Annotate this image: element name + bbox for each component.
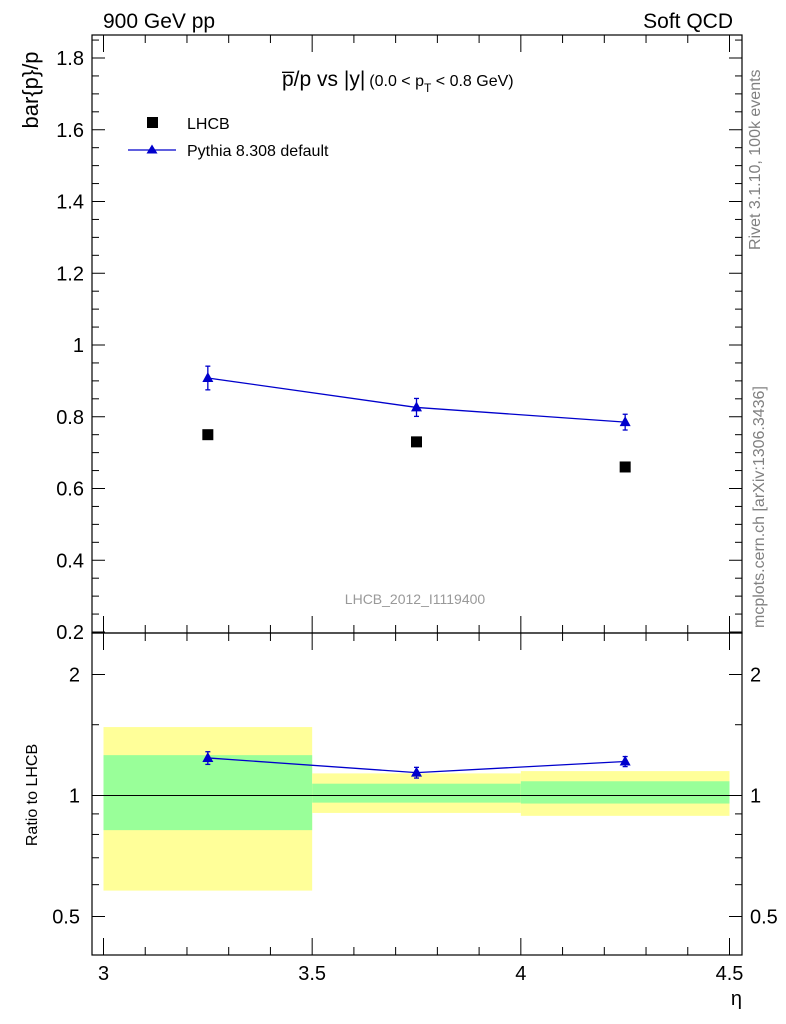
title-cut-end: < 0.8 GeV) <box>431 73 513 90</box>
lhcb-point <box>202 429 214 441</box>
mcplots-label: mcplots.cern.ch [arXiv:1306.3436] <box>751 386 768 628</box>
top-ytick-label: 0.8 <box>56 407 84 429</box>
rivet-label: Rivet 3.1.10, 100k events <box>747 69 764 250</box>
lhcb-point <box>411 436 422 448</box>
xtick-label: 4 <box>515 963 526 985</box>
top-y-ticks: 0.2 0.4 0.6 0.8 1 1.2 1.4 1.6 1.8 <box>56 39 742 644</box>
x-axis-label: η <box>731 988 742 1010</box>
ratio-band-green <box>520 781 730 804</box>
bottom-panel: 0.5 0.5 1 1 2 2 3 3.5 4 4.5 Ratio to LHCB η <box>24 632 778 1010</box>
top-ytick-label: 1.8 <box>56 48 84 70</box>
lhcb-point <box>619 461 631 473</box>
bottom-ytick-label: 0.5 <box>52 907 80 929</box>
bottom-ylabel: Ratio to LHCB <box>24 744 41 846</box>
top-ytick-label: 1.2 <box>56 263 84 285</box>
legend: LHCB Pythia 8.308 default <box>128 116 329 160</box>
xtick-label: 4.5 <box>716 963 744 985</box>
title-cut: (0.0 < p <box>369 73 424 90</box>
bottom-ytick-label-right: 2 <box>750 665 761 687</box>
legend-label-lhcb: LHCB <box>187 116 230 133</box>
bottom-ytick-label-right: 0.5 <box>750 907 778 929</box>
top-ytick-label: 1 <box>73 335 84 357</box>
bottom-ytick-label: 1 <box>69 786 80 808</box>
legend-marker-lhcb <box>147 117 158 128</box>
top-panel: 0.2 0.4 0.6 0.8 1 1.2 1.4 1.6 1.8 bar{p}/p p̅/p … <box>18 34 743 644</box>
top-ytick-label: 0.2 <box>56 622 84 644</box>
legend-marker-pythia <box>146 144 158 154</box>
ratio-bands <box>103 727 730 891</box>
analysis-watermark: LHCB_2012_I1119400 <box>345 591 486 607</box>
bottom-data <box>202 751 631 779</box>
ratio-point <box>411 766 422 777</box>
title-main: p̅/p vs |y| <box>281 68 365 91</box>
top-title: p̅/p vs |y| (0.0 < pT < 0.8 GeV) <box>281 68 513 95</box>
pythia-point <box>411 401 422 412</box>
pythia-point <box>619 416 631 427</box>
pythia-point <box>202 372 214 383</box>
header-left: 900 GeV pp <box>103 10 215 33</box>
bottom-frame <box>91 632 743 956</box>
title-sub: T <box>424 81 432 95</box>
top-ytick-label: 0.6 <box>56 479 84 501</box>
header-right: Soft QCD <box>643 10 733 33</box>
xtick-label: 3.5 <box>298 963 326 985</box>
bottom-ytick-label: 2 <box>69 665 80 687</box>
ratio-band-green <box>312 783 521 803</box>
top-ytick-label: 1.6 <box>56 120 84 142</box>
ratio-point <box>619 755 631 766</box>
bottom-ytick-label-right: 1 <box>750 786 761 808</box>
bottom-y-ticks: 0.5 0.5 1 1 2 2 <box>52 665 778 929</box>
top-x-ticks <box>103 35 730 633</box>
top-ytick-label: 0.4 <box>56 550 84 572</box>
top-ytick-label: 1.4 <box>56 192 84 214</box>
xtick-label: 3 <box>98 963 109 985</box>
bottom-x-ticks: 3 3.5 4 4.5 <box>98 633 743 985</box>
ratio-band-green <box>103 755 313 831</box>
legend-label-pythia: Pythia 8.308 default <box>187 143 329 160</box>
ratio-point <box>202 751 214 762</box>
top-data <box>202 365 631 473</box>
top-ylabel: bar{p}/p <box>18 51 43 128</box>
